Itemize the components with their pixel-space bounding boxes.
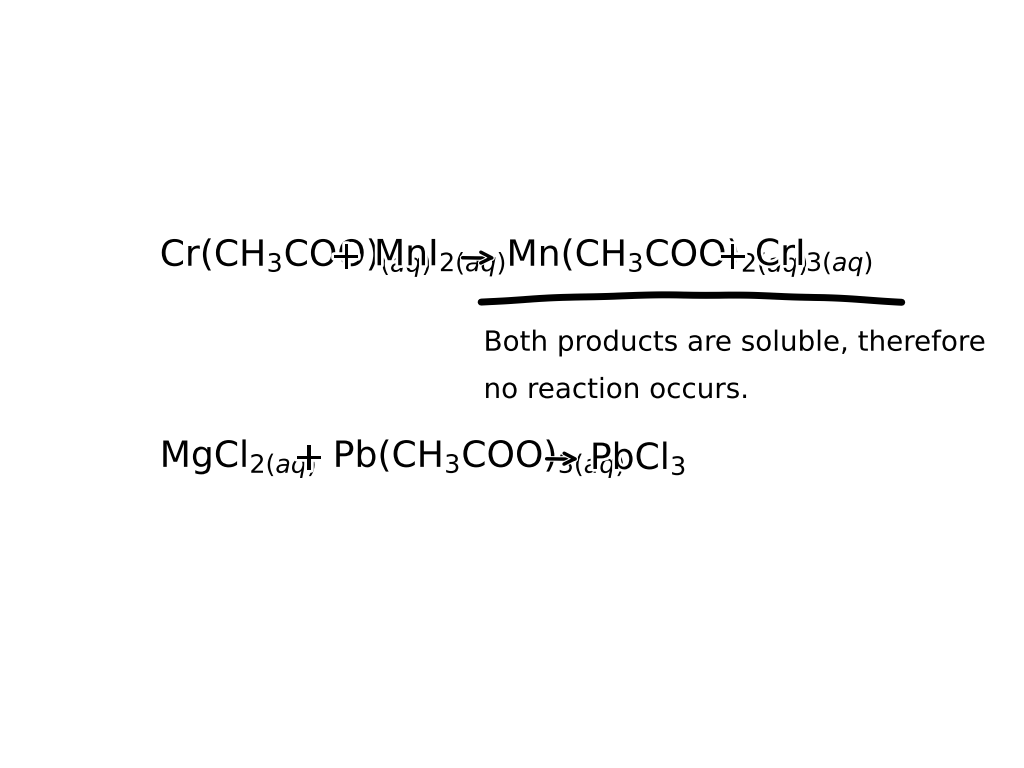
- Text: PbCl$_3$: PbCl$_3$: [590, 441, 686, 477]
- Text: Both products are soluble, therefore: Both products are soluble, therefore: [483, 329, 985, 356]
- Text: Cr(CH$_3$COO)$_{(aq)}$: Cr(CH$_3$COO)$_{(aq)}$: [160, 237, 431, 279]
- Text: CrI$_{3(aq)}$: CrI$_{3(aq)}$: [755, 237, 873, 278]
- Text: no reaction occurs.: no reaction occurs.: [483, 376, 749, 404]
- Text: Pb(CH$_3$COO)$_{3(aq)}$: Pb(CH$_3$COO)$_{3(aq)}$: [333, 438, 625, 480]
- Text: +: +: [330, 239, 362, 276]
- Text: +: +: [717, 239, 749, 276]
- Text: Mn(CH$_3$COO)$_{2(aq)}$: Mn(CH$_3$COO)$_{2(aq)}$: [507, 237, 808, 279]
- Text: MnI$_{2(aq)}$: MnI$_{2(aq)}$: [374, 237, 506, 278]
- Text: +: +: [293, 440, 326, 478]
- Text: MgCl$_{2(aq)}$: MgCl$_{2(aq)}$: [160, 438, 316, 480]
